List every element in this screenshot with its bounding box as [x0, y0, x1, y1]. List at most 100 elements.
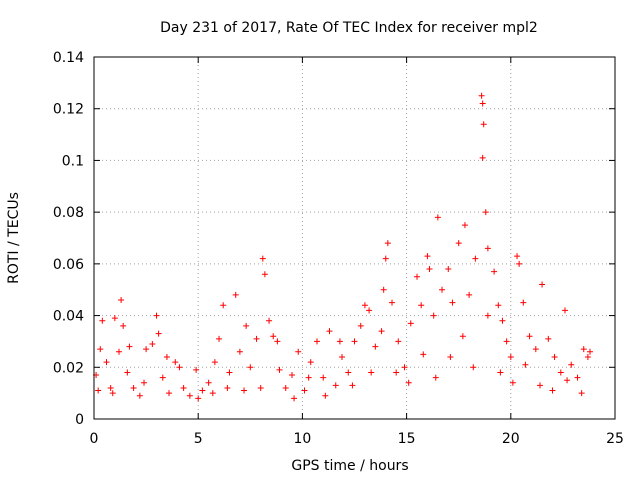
data-point — [482, 209, 489, 216]
chart-title: Day 231 of 2017, Rate Of TEC Index for r… — [160, 20, 538, 36]
data-point — [480, 121, 487, 128]
data-point — [282, 384, 289, 391]
data-point — [259, 255, 266, 262]
data-point — [491, 268, 498, 275]
data-point — [305, 374, 312, 381]
data-point — [459, 333, 466, 340]
data-point — [320, 374, 327, 381]
data-point — [470, 364, 477, 371]
data-point — [389, 299, 396, 306]
x-tick-label: 25 — [606, 431, 624, 447]
data-point — [564, 377, 571, 384]
data-point — [536, 382, 543, 389]
data-point — [220, 302, 227, 309]
x-tick-label: 10 — [293, 431, 311, 447]
data-point — [95, 387, 102, 394]
data-point — [313, 338, 320, 345]
data-point — [532, 346, 539, 353]
y-tick-label: 0.1 — [62, 153, 84, 169]
data-point — [478, 92, 485, 99]
data-point — [499, 317, 506, 324]
data-point — [209, 390, 216, 397]
data-point — [447, 353, 454, 360]
data-point — [180, 384, 187, 391]
x-tick-label: 5 — [194, 431, 203, 447]
data-point — [420, 351, 427, 358]
y-tick-label: 0 — [75, 412, 84, 428]
y-tick-label: 0.08 — [53, 205, 84, 221]
data-point — [172, 359, 179, 366]
tick-layer: 0 0.02 0.04 0.06 0.08 0.1 0.12 0.14 0 5 10 15 20 25 — [53, 50, 624, 447]
data-point — [484, 245, 491, 252]
data-point — [424, 253, 431, 260]
data-point — [372, 343, 379, 350]
data-point — [449, 299, 456, 306]
data-point — [393, 369, 400, 376]
data-point — [384, 240, 391, 247]
data-point — [163, 353, 170, 360]
data-point — [205, 379, 212, 386]
data-point — [472, 255, 479, 262]
data-point — [243, 322, 250, 329]
y-tick-label: 0.12 — [53, 102, 84, 118]
data-point — [497, 369, 504, 376]
data-point — [253, 335, 260, 342]
data-point — [326, 328, 333, 335]
data-point — [336, 338, 343, 345]
data-point — [495, 302, 502, 309]
data-point — [549, 387, 556, 394]
data-point — [301, 387, 308, 394]
data-point — [455, 240, 462, 247]
data-point — [516, 260, 523, 267]
data-point — [484, 312, 491, 319]
data-point — [466, 291, 473, 298]
y-tick-label: 0.02 — [53, 360, 84, 376]
data-point — [116, 348, 123, 355]
data-point — [561, 307, 568, 314]
data-point — [401, 364, 408, 371]
data-point — [361, 302, 368, 309]
data-point — [430, 312, 437, 319]
data-point — [247, 364, 254, 371]
data-point — [295, 348, 302, 355]
data-point — [136, 392, 143, 399]
plot-frame — [93, 56, 616, 420]
data-point — [407, 320, 414, 327]
data-point — [479, 154, 486, 161]
data-point — [176, 364, 183, 371]
data-point — [126, 343, 133, 350]
data-point — [257, 384, 264, 391]
data-point — [479, 100, 486, 107]
data-point — [432, 374, 439, 381]
data-point — [236, 348, 243, 355]
data-point — [545, 335, 552, 342]
data-point — [461, 222, 468, 229]
data-point — [584, 353, 591, 360]
x-tick-label: 0 — [90, 431, 99, 447]
data-point — [141, 379, 148, 386]
data-point — [332, 382, 339, 389]
data-point — [520, 299, 527, 306]
data-point — [97, 346, 104, 353]
data-point — [418, 302, 425, 309]
data-point — [382, 255, 389, 262]
y-tick-label: 0.06 — [53, 257, 84, 273]
data-point — [503, 338, 510, 345]
grid-layer — [94, 57, 615, 419]
data-points — [93, 92, 593, 402]
data-point — [143, 346, 150, 353]
data-point — [186, 392, 193, 399]
data-point — [130, 384, 137, 391]
data-point — [266, 317, 273, 324]
data-point — [338, 353, 345, 360]
data-point — [522, 361, 529, 368]
data-point — [153, 312, 160, 319]
data-point — [199, 387, 206, 394]
data-point — [288, 372, 295, 379]
data-point — [526, 333, 533, 340]
data-point — [149, 341, 156, 348]
y-tick-label: 0.04 — [53, 309, 84, 325]
data-point — [211, 359, 218, 366]
data-point — [378, 328, 385, 335]
